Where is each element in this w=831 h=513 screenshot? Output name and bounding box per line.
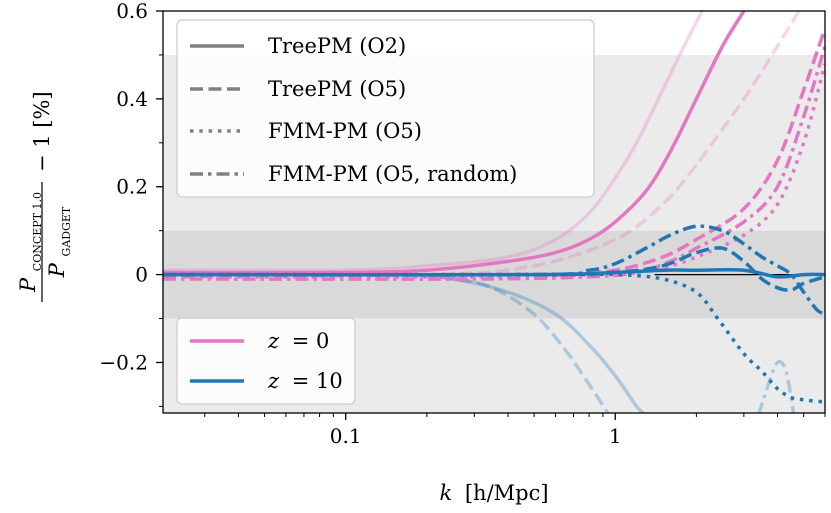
series-fmm-pm-o5-random-z-10 [163, 224, 825, 316]
y-label-denominator: P [45, 262, 69, 278]
y-tick-label: 0 [135, 263, 148, 287]
series-fmm-pm-o5-random-z-0 [163, 45, 825, 281]
y-tick-label: −0.2 [99, 350, 148, 374]
x-axis-label-unit: [h/Mpc] [465, 481, 549, 505]
svg-text:k [h/Mpc]: k [h/Mpc] [439, 481, 548, 505]
legend-entry-z0: z = 0 [190, 329, 329, 353]
x-tick-label: 0.1 [330, 424, 362, 448]
legend-entry-fmm-pm-o5: FMM-PM (O5) [190, 119, 422, 143]
legend-z10-value: = 10 [292, 369, 343, 393]
series-treepm-o2-z-0-faint [163, 11, 704, 273]
y-label-numerator-sub: CONCEPT 1.0 [31, 192, 44, 271]
y-axis-label: P CONCEPT 1.0 P GADGET − 1 [%] [16, 91, 73, 302]
linestyle-legend: TreePM (O2) TreePM (O5) FMM-PM (O5) FMM-… [176, 19, 595, 198]
svg-text:P CONCEPT 1.0: P CONCEPT 1.0 [16, 192, 44, 293]
linestyle-legend-box [176, 19, 595, 198]
y-label-suffix: − 1 [%] [30, 91, 54, 172]
legend-z0-var: z [267, 329, 280, 353]
plot-frame [162, 10, 826, 414]
series-fmm-pm-o5-z-10 [163, 272, 825, 404]
x-axis-label-k: k [439, 481, 452, 505]
x-axis-ticks: 0.1 1 [204, 413, 826, 448]
y-tick-label: 0.2 [116, 175, 148, 199]
svg-text:P GADGET: P GADGET [45, 206, 73, 278]
legend-label-treepm-o5: TreePM (O5) [268, 77, 406, 101]
svg-text:z = 10: z = 10 [267, 369, 343, 393]
y-axis-ticks: −0.2 0 0.2 0.4 0.6 [99, 0, 163, 407]
y-tick-label: 0.6 [116, 0, 148, 23]
series-fmm-pm-o5-random-z-10-faint [757, 359, 796, 413]
legend-label-fmm-pm-o5-random: FMM-PM (O5, random) [268, 162, 517, 186]
legend-entry-treepm-o5: TreePM (O5) [190, 77, 406, 101]
legend-z0-value: = 0 [292, 329, 330, 353]
x-tick-label: 1 [609, 424, 622, 448]
redshift-legend: z = 0 z = 10 [176, 317, 356, 405]
series-treepm-o2-z-0 [163, 11, 746, 275]
legend-entry-z10: z = 10 [190, 369, 343, 393]
legend-entry-treepm-o2: TreePM (O2) [190, 34, 406, 58]
legend-z10-var: z [267, 369, 280, 393]
y-tick-label: 0.4 [116, 87, 148, 111]
series-layer [163, 11, 825, 413]
svg-text:z = 0: z = 0 [267, 329, 329, 353]
x-axis-label: k [h/Mpc] [439, 481, 548, 505]
y-label-denominator-sub: GADGET [60, 206, 73, 256]
y-label-numerator: P [16, 277, 40, 293]
legend-entry-fmm-pm-o5-random: FMM-PM (O5, random) [190, 162, 517, 186]
legend-label-treepm-o2: TreePM (O2) [268, 34, 406, 58]
series-treepm-o5-z-0-faint [163, 11, 801, 278]
series-treepm-o5-z-10 [163, 246, 825, 292]
legend-label-fmm-pm-o5: FMM-PM (O5) [268, 119, 422, 143]
